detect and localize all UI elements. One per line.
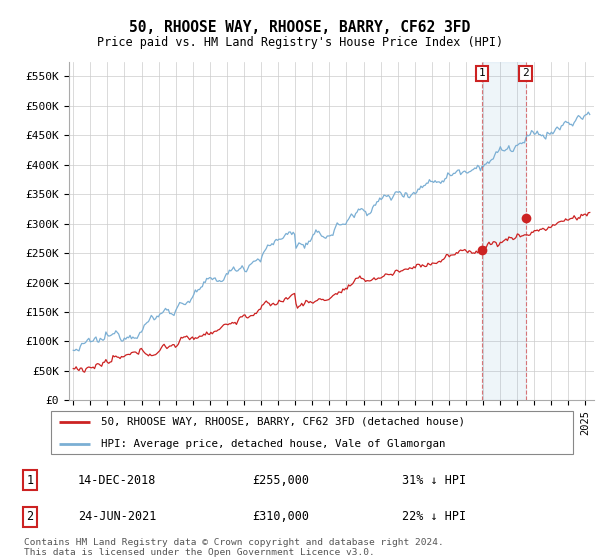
Text: £310,000: £310,000: [252, 510, 309, 523]
FancyBboxPatch shape: [50, 411, 574, 454]
Text: 31% ↓ HPI: 31% ↓ HPI: [402, 474, 466, 487]
Text: Contains HM Land Registry data © Crown copyright and database right 2024.
This d: Contains HM Land Registry data © Crown c…: [24, 538, 444, 557]
Text: 50, RHOOSE WAY, RHOOSE, BARRY, CF62 3FD: 50, RHOOSE WAY, RHOOSE, BARRY, CF62 3FD: [130, 20, 470, 35]
Text: 1: 1: [26, 474, 34, 487]
Text: 24-JUN-2021: 24-JUN-2021: [78, 510, 157, 523]
Text: 1: 1: [479, 68, 486, 78]
Text: 2: 2: [522, 68, 529, 78]
Bar: [482, 62, 526, 400]
Text: HPI: Average price, detached house, Vale of Glamorgan: HPI: Average price, detached house, Vale…: [101, 438, 445, 449]
Text: 14-DEC-2018: 14-DEC-2018: [78, 474, 157, 487]
Text: £255,000: £255,000: [252, 474, 309, 487]
Text: 2: 2: [26, 510, 34, 523]
Text: 50, RHOOSE WAY, RHOOSE, BARRY, CF62 3FD (detached house): 50, RHOOSE WAY, RHOOSE, BARRY, CF62 3FD …: [101, 417, 465, 427]
Text: Price paid vs. HM Land Registry's House Price Index (HPI): Price paid vs. HM Land Registry's House …: [97, 36, 503, 49]
Text: 22% ↓ HPI: 22% ↓ HPI: [402, 510, 466, 523]
